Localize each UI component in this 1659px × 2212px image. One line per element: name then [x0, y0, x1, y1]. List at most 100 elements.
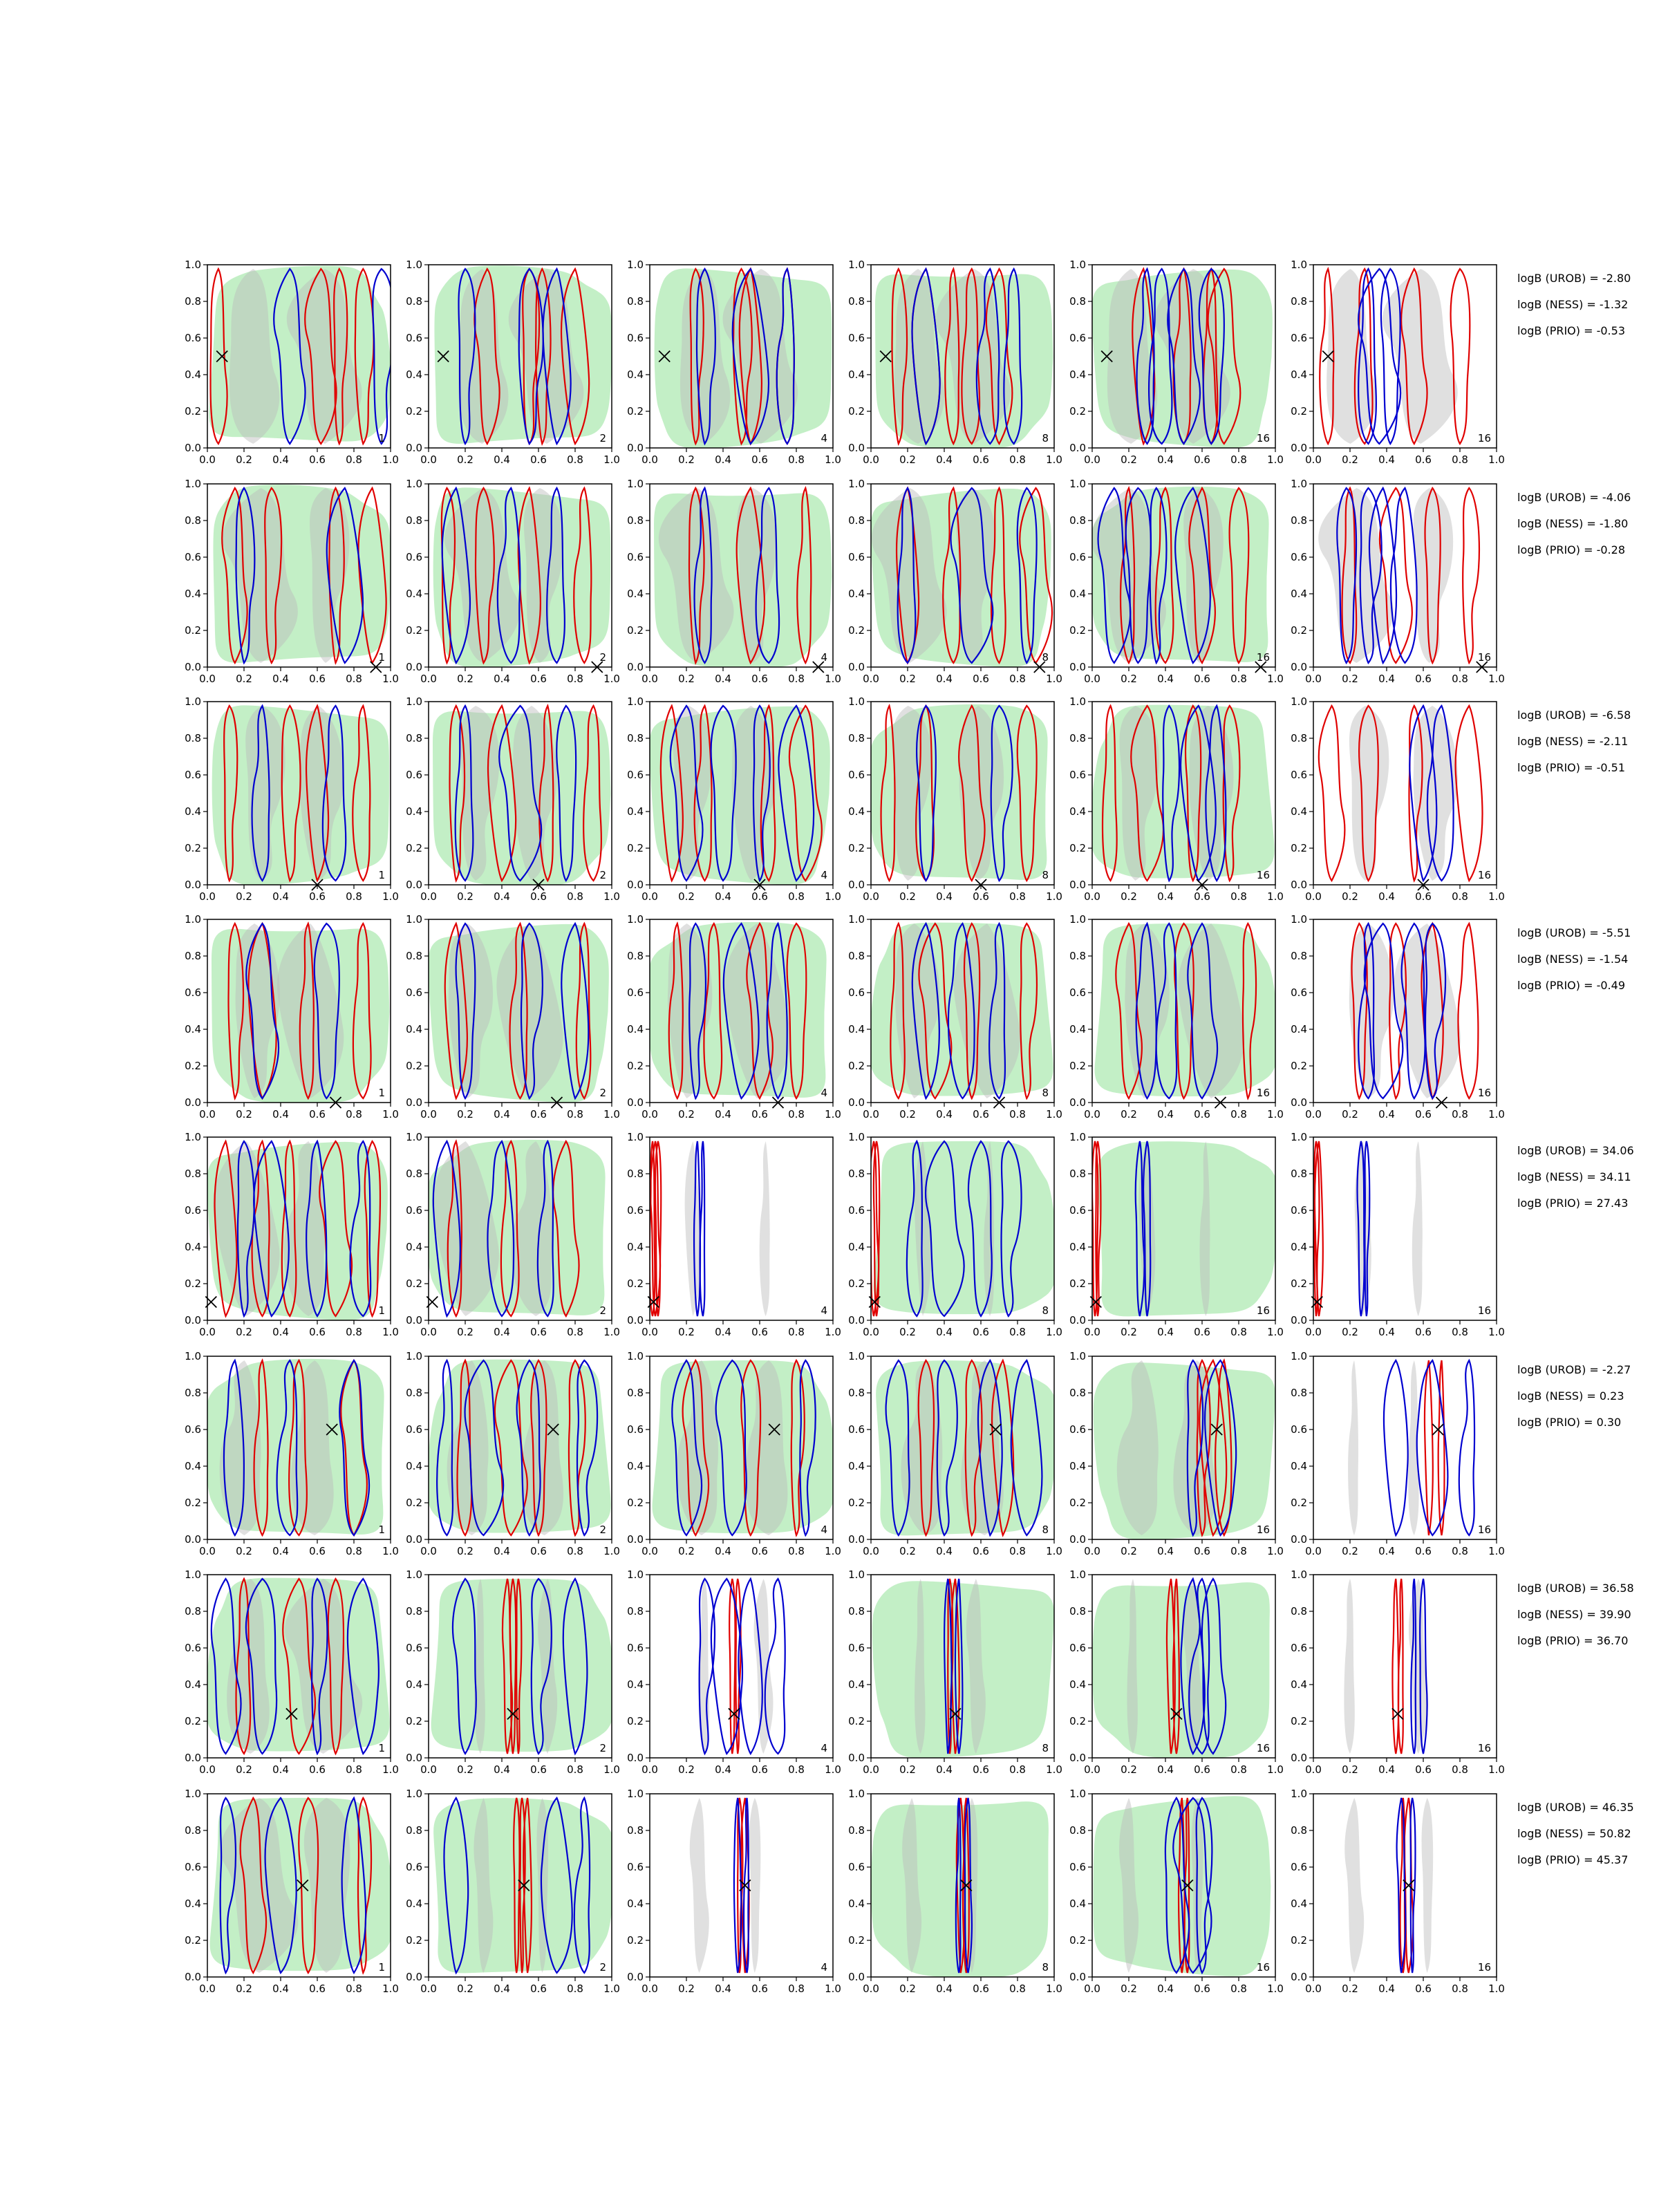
green-region: [872, 1581, 1054, 1758]
red-contour: [538, 704, 554, 883]
x-tick-label: 0.8: [567, 1326, 583, 1338]
x-tick-label: 0.8: [567, 673, 583, 685]
x-tick-label: 0.6: [1415, 1545, 1432, 1557]
y-tick-label: 0.8: [1291, 1605, 1307, 1618]
x-tick-label: 0.8: [788, 890, 805, 903]
x-tick-label: 0.0: [1305, 453, 1322, 466]
y-tick-label: 0.8: [848, 950, 865, 962]
true-value-marker: [1100, 350, 1113, 363]
y-tick-label: 0.0: [627, 1971, 644, 1983]
y-tick-label: 0.6: [406, 1423, 422, 1436]
panel-label: 16: [1478, 869, 1491, 881]
y-tick-label: 0.2: [406, 1060, 422, 1072]
x-tick-label: 0.0: [863, 1108, 879, 1121]
y-tick-label: 0.8: [1069, 732, 1086, 744]
x-tick-label: 0.0: [863, 1326, 879, 1338]
red-contour: [352, 921, 372, 1100]
x-tick-label: 0.0: [641, 1545, 658, 1557]
panel-r8-c1: 0.00.0 0.2 0.2 0.4 0.4 0.6 0.6 0.8 0.8 1.0 1.0 1: [185, 1788, 399, 1995]
panel-r2-c2: 0.00.0 0.2 0.2 0.4 0.4 0.6 0.6 0.8 0.8 1.0 1.0 2: [406, 478, 620, 685]
panel-label: 2: [599, 651, 606, 664]
panel-r1-c4: 0.00.0 0.2 0.2 0.4 0.4 0.6 0.6 0.8 0.8 1.0 1.0 8: [848, 259, 1062, 466]
red-contour: [964, 1359, 983, 1537]
x-tick-label: 0.2: [457, 1108, 474, 1121]
x-tick-label: 0.6: [1194, 890, 1210, 903]
panel-r8-c4: 0.00.0 0.2 0.2 0.4 0.4 0.6 0.6 0.8 0.8 1.0 1.0 8: [848, 1788, 1062, 1995]
panel-frame: [649, 1136, 834, 1321]
x-tick-label: 0.0: [863, 673, 879, 685]
red-contour: [494, 1359, 528, 1537]
gray-region: [894, 924, 940, 1098]
y-tick-label: 0.8: [1291, 514, 1307, 527]
y-tick-label: 0.6: [627, 986, 644, 999]
panel-label: 8: [1042, 1742, 1049, 1754]
panel-frame: [1313, 1356, 1497, 1540]
y-tick-label: 1.0: [627, 1568, 644, 1581]
red-contour: [1228, 487, 1250, 665]
x-tick-label: 0.8: [1009, 453, 1026, 466]
x-tick-label: 1.0: [603, 673, 620, 685]
x-tick-label: 0.6: [1194, 673, 1210, 685]
blue-contour: [1424, 922, 1447, 1100]
blue-contour: [799, 1359, 816, 1537]
y-tick-label: 0.4: [848, 368, 865, 381]
panel-label: 1: [378, 432, 385, 444]
logb-stat: logB (UROB) = 34.06: [1517, 1144, 1634, 1157]
y-tick-label: 1.0: [406, 1350, 422, 1362]
logb-stat: logB (PRIO) = -0.28: [1517, 543, 1625, 556]
y-tick-label: 1.0: [406, 1131, 422, 1143]
x-tick-label: 0.6: [751, 1108, 768, 1121]
panel-label: 2: [599, 1961, 606, 1974]
panel-r4-c6: 0.00.0 0.2 0.2 0.4 0.4 0.6 0.6 0.8 0.8 1.0 1.0 16: [1291, 913, 1505, 1121]
blue-contour: [1380, 268, 1401, 446]
y-tick-label: 0.6: [1291, 551, 1307, 563]
y-tick-label: 0.6: [627, 1423, 644, 1436]
y-tick-label: 1.0: [1069, 478, 1086, 490]
y-tick-label: 0.0: [1291, 661, 1307, 673]
panel-r6-c6: 0.00.0 0.2 0.2 0.4 0.4 0.6 0.6 0.8 0.8 1.0 1.0 16: [1291, 1350, 1505, 1557]
green-region: [871, 922, 1053, 1096]
y-tick-label: 1.0: [627, 913, 644, 926]
logb-stat: logB (UROB) = -2.27: [1517, 1363, 1631, 1376]
red-contour: [560, 267, 590, 446]
y-tick-label: 0.6: [185, 1861, 201, 1873]
y-tick-label: 0.2: [848, 1060, 865, 1072]
y-tick-label: 1.0: [1291, 913, 1307, 926]
x-tick-label: 1.0: [1267, 1326, 1284, 1338]
y-tick-label: 0.2: [1069, 1715, 1086, 1727]
y-tick-label: 0.6: [848, 1861, 865, 1873]
y-tick-label: 0.8: [1069, 295, 1086, 308]
x-tick-label: 0.0: [420, 1108, 437, 1121]
panel-r4-c2: 0.00.0 0.2 0.2 0.4 0.4 0.6 0.6 0.8 0.8 1.0 1.0 2: [406, 913, 620, 1121]
panel-label: 2: [599, 1524, 606, 1536]
x-tick-label: 1.0: [825, 1108, 841, 1121]
blue-contour: [1167, 268, 1201, 445]
red-contour: [1132, 267, 1156, 446]
x-tick-label: 0.6: [530, 673, 547, 685]
blue-contour: [455, 922, 476, 1100]
x-tick-label: 0.6: [530, 1326, 547, 1338]
y-tick-label: 0.8: [1291, 1824, 1307, 1837]
panel-frame: [1313, 483, 1497, 668]
y-tick-label: 0.8: [1069, 950, 1086, 962]
x-tick-label: 0.4: [1378, 1326, 1395, 1338]
y-tick-label: 0.4: [1069, 1678, 1086, 1691]
y-tick-label: 0.0: [185, 1971, 201, 1983]
y-tick-label: 1.0: [185, 1350, 201, 1362]
true-value-marker: [285, 1707, 298, 1721]
y-tick-label: 0.6: [1291, 332, 1307, 344]
x-tick-label: 0.4: [494, 673, 510, 685]
blue-contour: [1409, 704, 1438, 883]
red-contour: [654, 1141, 662, 1317]
x-tick-label: 0.2: [236, 1545, 252, 1557]
panel-frame: [1091, 1793, 1276, 1978]
gray-region: [736, 488, 777, 663]
panel-frame: [1313, 1574, 1497, 1759]
true-value-marker: [1033, 661, 1046, 673]
red-contour: [1172, 1578, 1181, 1754]
panel-label: 16: [1257, 1087, 1270, 1099]
y-tick-label: 0.4: [848, 1897, 865, 1910]
y-tick-label: 0.6: [406, 1642, 422, 1654]
panel-frame: [1091, 1356, 1276, 1540]
x-tick-label: 0.0: [1084, 1326, 1100, 1338]
